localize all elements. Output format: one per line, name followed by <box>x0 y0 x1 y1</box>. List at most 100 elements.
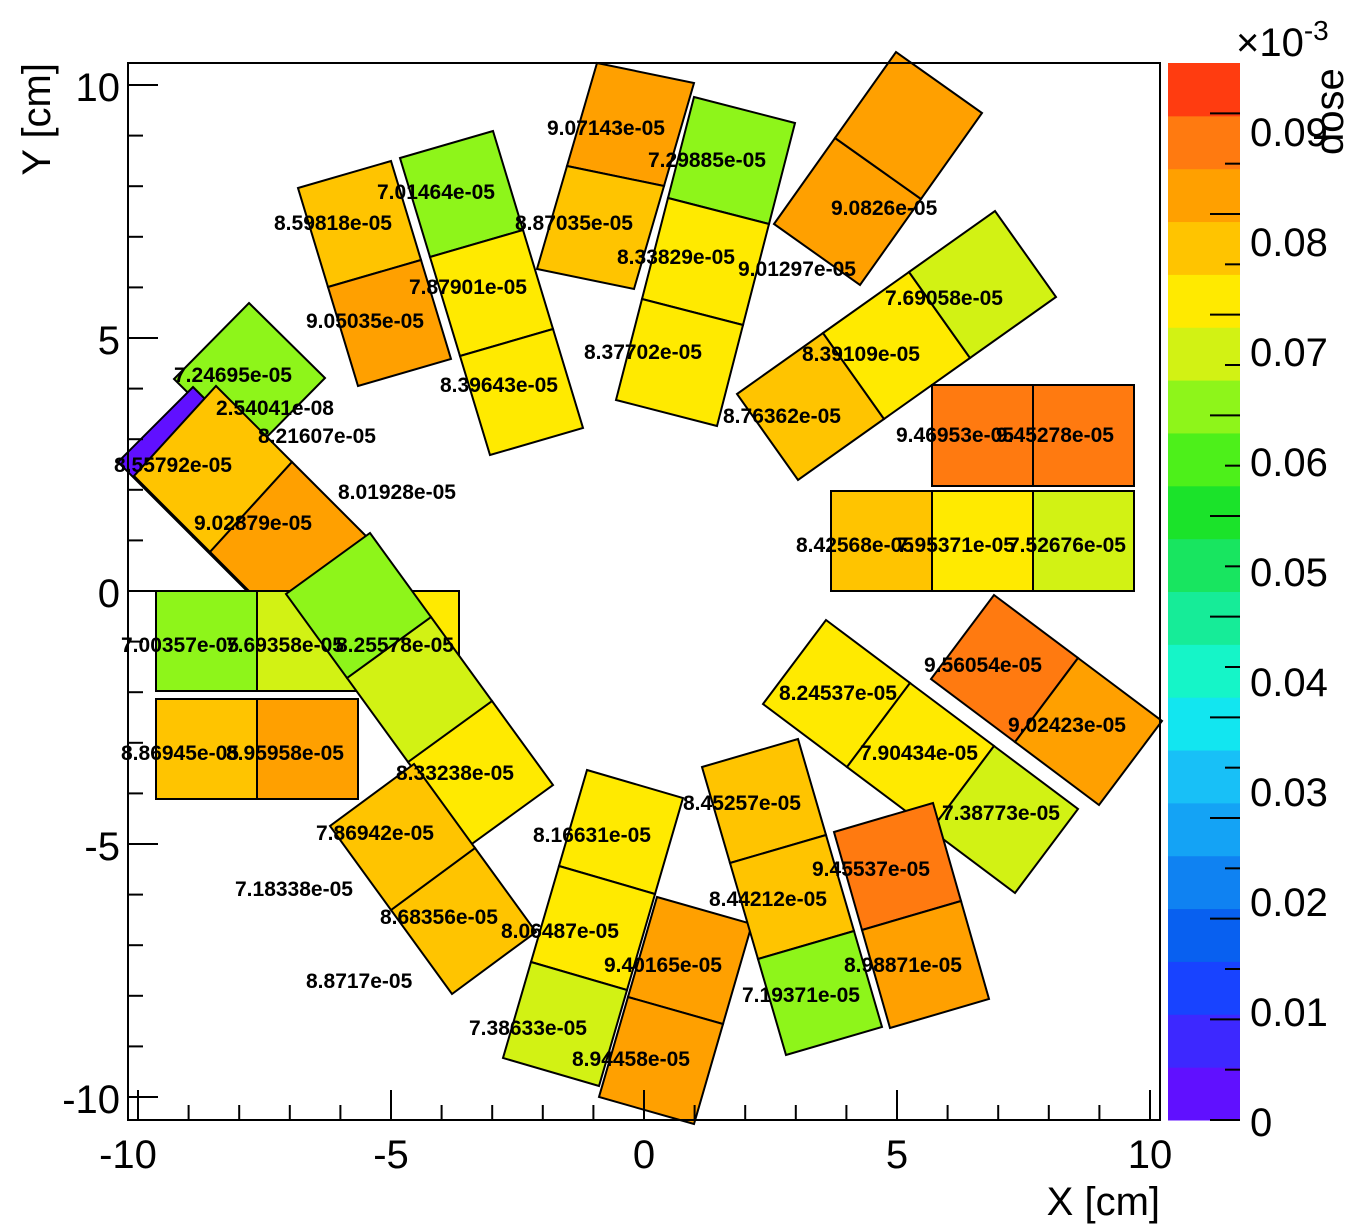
axis-ticks <box>128 84 1151 1120</box>
dose-cell <box>1032 490 1135 592</box>
colorbar-tick-label: 0.04 <box>1250 661 1328 705</box>
y-tick-label: 5 <box>98 319 120 363</box>
cell-value-label: 9.0826e-05 <box>831 197 938 220</box>
colorbar-band <box>1168 327 1240 381</box>
colorbar-tick-label: 0.01 <box>1250 991 1328 1035</box>
dose-cell <box>907 209 1058 360</box>
cell-value-label: 7.18338e-05 <box>235 878 353 901</box>
cell-value-label: 7.52676e-05 <box>1008 534 1126 557</box>
colorbar-tick-label: 0.03 <box>1250 771 1328 815</box>
dose-cell <box>1013 656 1164 807</box>
colorbar-label: dose <box>1308 68 1352 155</box>
cell-value-label: 9.46953e-05 <box>896 424 1014 447</box>
cell-value-label: 8.39109e-05 <box>802 343 920 366</box>
cell-value-label: 7.38633e-05 <box>469 1017 587 1040</box>
colorbar-tick-label: 0.08 <box>1250 221 1328 265</box>
colorbar-exponent: ×10-3 <box>1236 15 1329 65</box>
colorbar-band <box>1168 274 1240 328</box>
color-scale-ticks <box>1210 112 1240 1121</box>
cell-value-label: 8.59818e-05 <box>274 212 392 235</box>
cell-value-label: 8.25578e-05 <box>336 634 454 657</box>
dose-cell <box>929 744 1080 895</box>
cell-value-label: 8.33829e-05 <box>617 246 735 269</box>
cell-value-label: 7.69358e-05 <box>226 634 344 657</box>
colorbar-band <box>1168 750 1240 804</box>
colorbar-band <box>1168 802 1240 857</box>
dose-cell <box>326 258 453 388</box>
cell-value-label: 7.00357e-05 <box>121 634 239 657</box>
colorbar-band <box>1168 697 1240 751</box>
y-tick-label: 0 <box>98 572 120 616</box>
colorbar-band <box>1168 1014 1240 1068</box>
cell-value-label: 8.55792e-05 <box>114 454 232 477</box>
colorbar-band <box>1168 961 1240 1015</box>
colorbar-band <box>1168 63 1240 117</box>
colorbar-tick-label: 0.05 <box>1250 551 1328 595</box>
dose-cell <box>458 327 585 457</box>
cell-value-label: 8.24537e-05 <box>779 682 897 705</box>
cell-value-label: 7.38773e-05 <box>942 802 1060 825</box>
dose-cell <box>860 899 991 1030</box>
colorbar-band <box>1168 380 1240 434</box>
cell-value-label: 8.21607e-05 <box>258 425 376 448</box>
colorbar-band <box>1168 115 1240 170</box>
y-axis-label: Y [cm] <box>15 63 59 176</box>
cell-value-label: 7.19371e-05 <box>742 984 860 1007</box>
cell-value-label: 8.76362e-05 <box>723 405 841 428</box>
x-tick-label: 0 <box>633 1133 655 1177</box>
x-tick-label: 5 <box>886 1133 908 1177</box>
dose-cell <box>284 531 433 680</box>
colorbar-band <box>1168 538 1240 592</box>
cell-value-label: 8.42568e-05 <box>796 534 914 557</box>
cell-value-label: 8.98871e-05 <box>844 954 962 977</box>
y-tick-label: -5 <box>84 825 120 869</box>
cell-value-label: 8.94458e-05 <box>572 1048 690 1071</box>
dose-cell <box>256 698 359 800</box>
dose-cell <box>535 164 666 291</box>
dose-cell <box>501 960 629 1088</box>
colorbar-band <box>1168 644 1240 698</box>
cell-value-labels: 9.07143e-05 7.29885e-05 8.87035e-05 8.33829… <box>114 117 1126 1071</box>
colorbar-tick-label: 0.09 <box>1250 111 1328 155</box>
cell-value-label: 8.45257e-05 <box>683 792 801 815</box>
cell-value-label: 8.01928e-05 <box>338 481 456 504</box>
colorbar-band <box>1168 1067 1240 1121</box>
dose-cell <box>597 995 725 1126</box>
dose-cell <box>756 929 884 1057</box>
colorbar-tick-label: 0.07 <box>1250 331 1328 375</box>
x-tick-label: -10 <box>99 1133 157 1177</box>
x-axis-label: X [cm] <box>1047 1180 1160 1224</box>
cell-value-label: 9.45278e-05 <box>996 424 1114 447</box>
colorbar-band <box>1168 221 1240 275</box>
cell-value-label: 9.02423e-05 <box>1008 714 1126 737</box>
dose-cell <box>328 762 477 912</box>
dose-cell <box>614 297 745 428</box>
cell-value-label: 8.39643e-05 <box>440 374 558 397</box>
cell-value-label: 9.05035e-05 <box>306 310 424 333</box>
dose-cell <box>1032 384 1135 487</box>
cell-value-label: 8.37702e-05 <box>584 341 702 364</box>
cell-value-label: 2.54041e-08 <box>216 397 334 420</box>
colorbar-tick-label: 0.06 <box>1250 441 1328 485</box>
colorbar-band <box>1168 855 1240 910</box>
cell-value-label: 9.40165e-05 <box>604 954 722 977</box>
cell-value-label: 9.02879e-05 <box>194 512 312 535</box>
cell-value-label: 9.01297e-05 <box>738 258 856 281</box>
cell-value-label: 7.01464e-05 <box>377 181 495 204</box>
cell-value-label: 7.90434e-05 <box>860 742 978 765</box>
cell-value-label: 7.69058e-05 <box>885 287 1003 310</box>
cell-value-label: 7.86942e-05 <box>316 822 434 845</box>
cell-value-label: 7.24695e-05 <box>174 364 292 387</box>
cell-value-label: 8.68356e-05 <box>380 906 498 929</box>
cell-value-label: 7.87901e-05 <box>409 276 527 299</box>
color-scale-bar <box>1168 63 1240 1121</box>
cell-value-label: 8.87035e-05 <box>515 212 633 235</box>
cell-value-label: 9.56054e-05 <box>924 654 1042 677</box>
cell-value-label: 8.44212e-05 <box>709 888 827 911</box>
detector-cells <box>116 50 1164 1126</box>
y-tick-label: 10 <box>76 66 121 110</box>
colorbar-band <box>1168 432 1240 487</box>
cell-value-label: 8.16631e-05 <box>533 824 651 847</box>
colorbar-tick-label: 0.02 <box>1250 881 1328 925</box>
